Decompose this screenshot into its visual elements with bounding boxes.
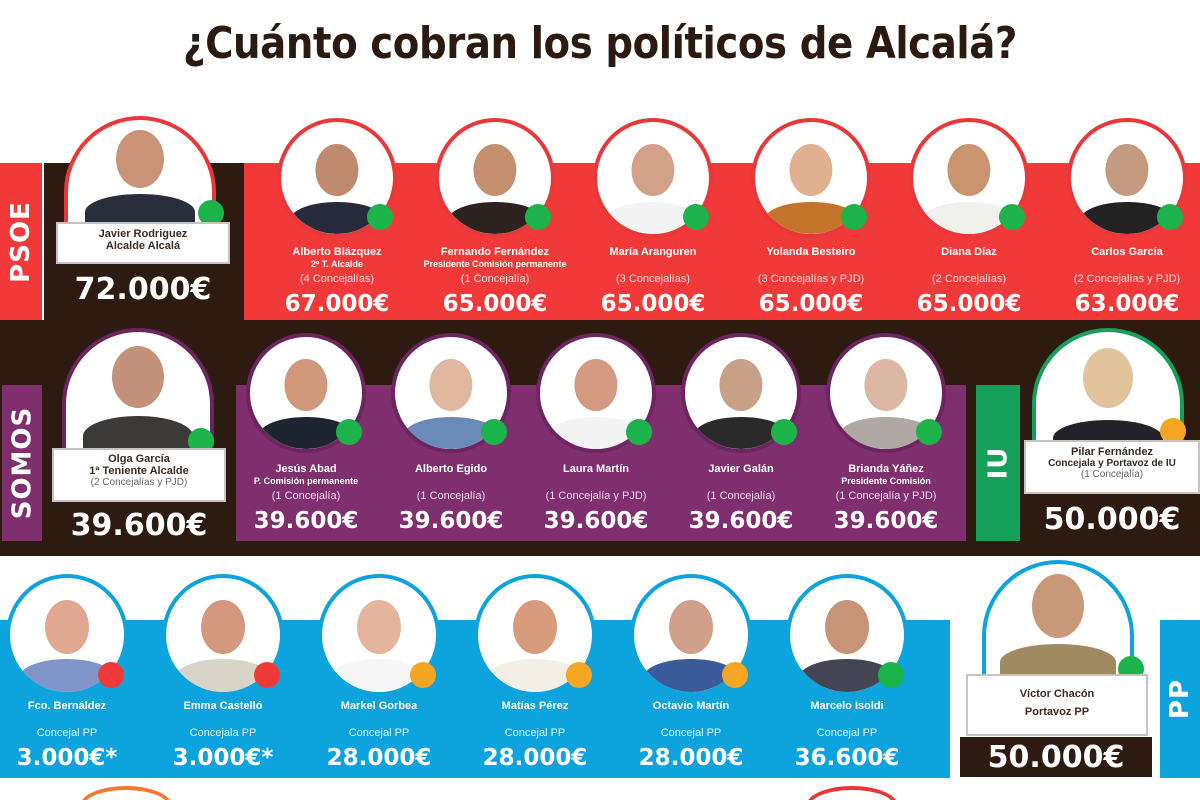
status-dot-orange <box>566 662 592 688</box>
laura-martin-name: Laura Martín <box>562 463 629 475</box>
fco-bernaldez-portrait <box>6 574 128 696</box>
javier-rodriguez-label: Javier Rodriguez Alcalde Alcalá <box>56 222 230 264</box>
victor-chacon-salary: 50.000€ <box>987 740 1125 775</box>
status-dot-green <box>626 419 652 445</box>
emma-castello-salary: 3.000€* <box>172 745 274 771</box>
fernando-fernandez-role: Presidente Comisión permanente <box>423 259 567 269</box>
fernando-fernandez-name: Fernando Fernández <box>440 246 550 258</box>
alberto-egido-portrait <box>391 333 511 453</box>
alberto-egido-note: (1 Concejalía) <box>416 490 486 502</box>
carlos-garcia-name: Carlos García <box>1091 246 1163 258</box>
javier-galan-salary: 39.600€ <box>688 508 794 534</box>
status-dot-green <box>683 204 709 230</box>
matias-perez-name: Matías Pérez <box>501 700 569 712</box>
jesus-abad-role: P. Comisión permanente <box>253 476 359 486</box>
status-dot-green <box>878 662 904 688</box>
page-title: ¿Cuánto cobran los políticos de Alcalá? <box>183 18 1017 69</box>
victor-chacon-label: Víctor Chacón Portavoz PP <box>966 674 1148 736</box>
fco-bernaldez-name: Fco. Bernáldez <box>27 700 107 712</box>
status-dot-green <box>841 204 867 230</box>
jesus-abad-salary: 39.600€ <box>253 508 359 534</box>
carlos-garcia-note: (2 Concejalías y PJD) <box>1073 273 1181 285</box>
octavio-martin-note: Concejal PP <box>660 727 722 739</box>
olga-garcia-portrait <box>62 328 214 452</box>
status-dot-green <box>1157 204 1183 230</box>
status-dot-green <box>367 204 393 230</box>
matias-perez-salary: 28.000€ <box>482 745 588 771</box>
status-dot-orange <box>722 662 748 688</box>
alberto-blazquez-note: (4 Concejalías) <box>300 273 374 285</box>
brianda-yanez-salary: 39.600€ <box>833 508 939 534</box>
olga-garcia-salary: 39.600€ <box>70 508 208 543</box>
javier-galan-note: (1 Concejalía) <box>706 490 776 502</box>
markel-gorbea-salary: 28.000€ <box>326 745 432 771</box>
matias-perez-note: Concejal PP <box>504 727 566 739</box>
status-dot-red <box>254 662 280 688</box>
status-dot-green <box>336 419 362 445</box>
laura-martin-note: (1 Concejalía y PJD) <box>545 490 647 502</box>
pp-party-tag: PP <box>1160 620 1200 778</box>
octavio-martin-portrait <box>630 574 752 696</box>
next-row-portrait-partial <box>806 786 898 800</box>
marcelo-isoldi-salary: 36.600€ <box>794 745 900 771</box>
next-row-portrait-partial <box>80 786 172 800</box>
brianda-yanez-role: Presidente Comisión <box>841 476 931 486</box>
emma-castello-note: Concejala PP <box>189 727 257 739</box>
psoe-band <box>244 163 1200 320</box>
status-dot-green <box>916 419 942 445</box>
emma-castello-name: Emma Castelló <box>183 700 263 712</box>
diana-diaz-salary: 65.000€ <box>916 291 1022 317</box>
fco-bernaldez-note: Concejal PP <box>36 727 98 739</box>
diana-diaz-note: (2 Concejalías) <box>932 273 1006 285</box>
brianda-yanez-name: Brianda Yáñez <box>848 463 924 475</box>
fernando-fernandez-note: (1 Concejalía) <box>460 273 530 285</box>
status-dot-orange <box>410 662 436 688</box>
olga-garcia-label: Olga García 1ª Teniente Alcalde (2 Conce… <box>52 448 226 502</box>
carlos-garcia-salary: 63.000€ <box>1074 291 1180 317</box>
alberto-egido-name: Alberto Egido <box>414 463 488 475</box>
victor-chacon-salary-box <box>960 737 1152 777</box>
diana-diaz-name: Diana Díaz <box>941 246 997 258</box>
status-dot-green <box>198 200 224 226</box>
marcelo-isoldi-name: Marcelo Isoldi <box>810 700 884 712</box>
alberto-blazquez-name: Alberto Blázquez <box>292 246 382 258</box>
yolanda-besteiro-note: (3 Concejalías y PJD) <box>757 273 865 285</box>
alberto-blazquez-salary: 67.000€ <box>284 291 390 317</box>
status-dot-green <box>525 204 551 230</box>
fernando-fernandez-salary: 65.000€ <box>442 291 548 317</box>
victor-chacon-portrait <box>982 560 1134 676</box>
psoe-party-tag: PSOE <box>0 163 42 320</box>
pilar-fernandez-label: Pilar Fernández Concejala y Portavoz de … <box>1024 440 1200 494</box>
alberto-blazquez-role: 2º T. Alcalde <box>311 259 363 269</box>
somos-party-tag: SOMOS <box>2 385 42 541</box>
markel-gorbea-name: Markel Gorbea <box>340 700 418 712</box>
iu-party-tag: IU <box>976 385 1020 541</box>
javier-rodriguez-portrait <box>64 116 216 226</box>
marcelo-isoldi-note: Concejal PP <box>816 727 878 739</box>
status-dot-red <box>98 662 124 688</box>
fco-bernaldez-salary: 3.000€* <box>16 745 118 771</box>
laura-martin-salary: 39.600€ <box>543 508 649 534</box>
alberto-egido-salary: 39.600€ <box>398 508 504 534</box>
octavio-martin-name: Octavio Martín <box>652 700 730 712</box>
markel-gorbea-note: Concejal PP <box>348 727 410 739</box>
octavio-martin-salary: 28.000€ <box>638 745 744 771</box>
maria-aranguren-salary: 65.000€ <box>600 291 706 317</box>
brianda-yanez-note: (1 Concejalía y PJD) <box>835 490 937 502</box>
javier-rodriguez-salary: 72.000€ <box>74 272 212 307</box>
maria-aranguren-portrait <box>593 118 713 238</box>
status-dot-green <box>771 419 797 445</box>
yolanda-besteiro-salary: 65.000€ <box>758 291 864 317</box>
maria-aranguren-name: María Aranguren <box>609 246 697 258</box>
yolanda-besteiro-name: Yolanda Besteiro <box>766 246 856 258</box>
status-dot-orange <box>1160 418 1186 444</box>
maria-aranguren-note: (3 Concejalías) <box>616 273 690 285</box>
jesus-abad-name: Jesús Abad <box>275 463 337 475</box>
jesus-abad-note: (1 Concejalía) <box>271 490 341 502</box>
status-dot-green <box>481 419 507 445</box>
pilar-fernandez-salary: 50.000€ <box>1043 502 1181 537</box>
status-dot-green <box>999 204 1025 230</box>
javier-galan-name: Javier Galán <box>708 463 774 475</box>
